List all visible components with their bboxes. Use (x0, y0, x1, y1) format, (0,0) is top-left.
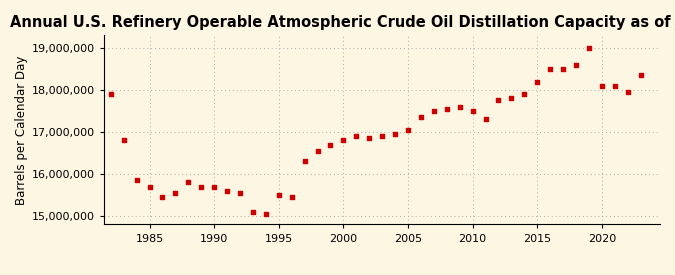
Point (261, 212, 271, 216)
Point (519, 92, 530, 96)
Point (454, 104, 465, 109)
Y-axis label: Barrels per Calendar Day: Barrels per Calendar Day (15, 55, 28, 205)
Point (597, 84, 608, 88)
Point (570, 62, 581, 67)
Point (312, 149, 323, 153)
Point (389, 132, 400, 136)
Point (583, 46, 594, 50)
Point (558, 67, 568, 71)
Point (209, 185, 219, 189)
Point (105, 92, 116, 96)
Point (351, 134, 362, 138)
Point (299, 159, 310, 164)
Point (248, 210, 259, 214)
Point (221, 189, 232, 193)
Point (325, 142, 336, 147)
Point (235, 191, 246, 195)
Point (377, 134, 387, 138)
Point (480, 117, 491, 122)
Point (131, 178, 142, 183)
Point (532, 79, 543, 84)
Point (286, 195, 297, 199)
Point (441, 107, 452, 111)
Point (622, 90, 633, 94)
Point (635, 73, 646, 78)
Point (545, 67, 556, 71)
Point (364, 136, 375, 141)
Point (183, 180, 194, 185)
Point (429, 109, 439, 113)
Point (493, 98, 504, 103)
Point (416, 115, 427, 120)
Point (196, 185, 207, 189)
Point (402, 128, 413, 132)
Title: Annual U.S. Refinery Operable Atmospheric Crude Oil Distillation Capacity as of : Annual U.S. Refinery Operable Atmospheri… (10, 15, 675, 30)
Point (338, 138, 349, 143)
Point (273, 193, 284, 197)
Point (170, 191, 181, 195)
Point (467, 109, 478, 113)
Point (118, 138, 129, 143)
Point (157, 195, 168, 199)
Point (144, 185, 155, 189)
Point (506, 96, 517, 101)
Point (610, 84, 620, 88)
